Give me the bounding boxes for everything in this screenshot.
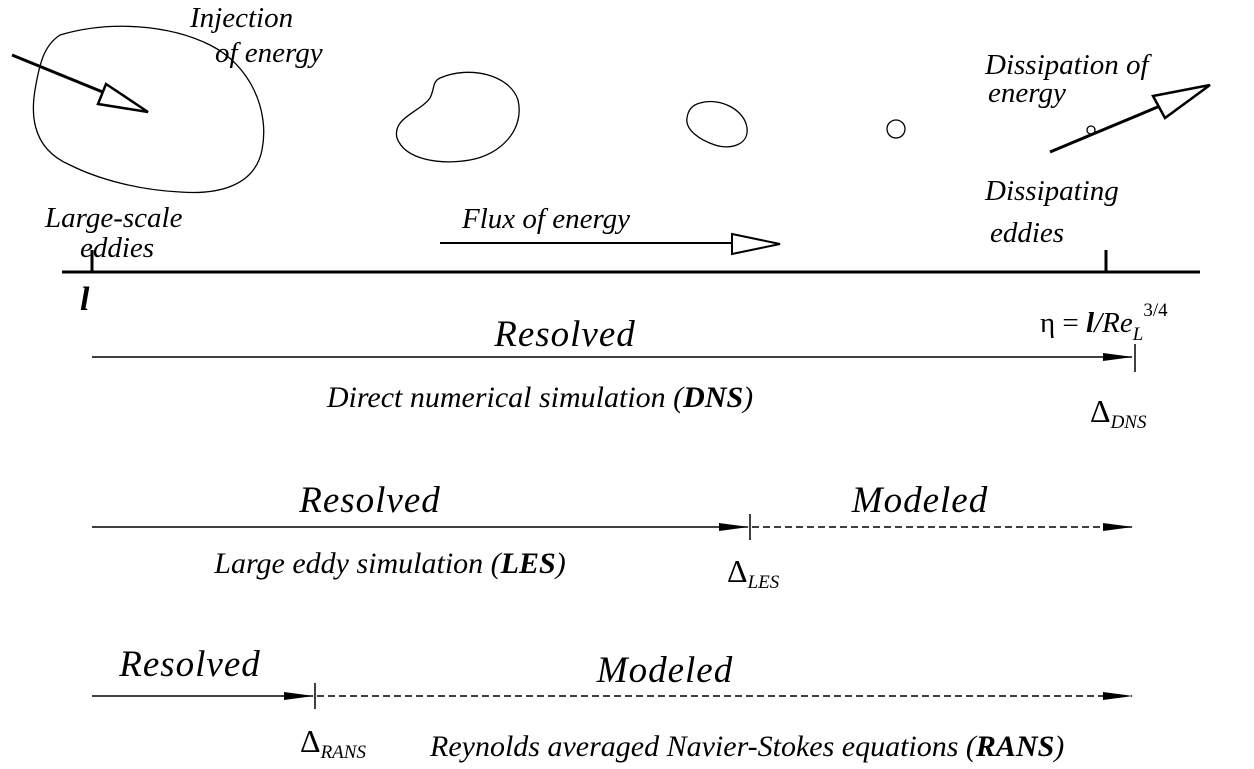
caption-text: )	[741, 381, 753, 414]
label: of energy	[215, 37, 323, 69]
label: Injection	[189, 2, 293, 34]
delta-sub: LES	[747, 572, 780, 593]
delta-symbol: Δ	[1090, 393, 1111, 429]
re: /Re	[1092, 307, 1133, 339]
label: eddies	[990, 217, 1064, 249]
small-eddy	[686, 101, 748, 148]
caption-abbr: DNS	[682, 381, 743, 414]
caption-text: )	[554, 547, 566, 580]
label: energy	[988, 77, 1066, 109]
injection-arrow	[11, 53, 111, 97]
l: l	[1086, 307, 1095, 339]
delta: ΔDNS	[1090, 393, 1147, 433]
caption-text: Reynolds averaged Navier-Stokes equation…	[429, 730, 978, 763]
label: Large-scale	[44, 202, 183, 234]
caption: Reynolds averaged Navier-Stokes equation…	[429, 730, 1064, 763]
flux-arrowhead	[731, 232, 781, 256]
modeled: Modeled	[596, 650, 733, 691]
medium-eddy	[395, 71, 520, 163]
caption-abbr: RANS	[975, 730, 1054, 763]
delta-sub: DNS	[1110, 412, 1147, 433]
sup: 3/4	[1143, 300, 1168, 321]
scale-start: l	[80, 281, 90, 318]
resolved: Resolved	[118, 644, 261, 685]
delta: ΔLES	[727, 553, 780, 593]
scale-end: η = l/ReL 3/4	[1040, 300, 1168, 345]
injection-arrowhead	[96, 82, 149, 114]
sub: L	[1132, 324, 1144, 345]
large-eddy	[32, 25, 265, 194]
modeled: Modeled	[851, 480, 988, 521]
caption-text: Large eddy simulation (	[213, 547, 502, 580]
caption-abbr: LES	[500, 547, 556, 580]
caption-text: )	[1052, 730, 1064, 763]
dissipation-arrow	[1049, 104, 1161, 154]
eta: η =	[1040, 307, 1086, 339]
caption-text: Direct numerical simulation (	[326, 381, 685, 414]
dissipation-arrowhead	[1151, 83, 1211, 120]
label: Dissipating	[984, 175, 1119, 207]
delta-sub: RANS	[320, 742, 367, 763]
caption: Direct numerical simulation (DNS)	[326, 381, 753, 414]
caption: Large eddy simulation (LES)	[213, 547, 565, 580]
label: Flux of energy	[461, 203, 630, 235]
delta-symbol: Δ	[727, 553, 748, 589]
tiny-eddy	[886, 119, 906, 139]
delta-symbol: Δ	[300, 723, 321, 759]
label: Dissipation of	[984, 49, 1152, 81]
resolved: Resolved	[298, 480, 441, 521]
resolved: Resolved	[493, 314, 636, 355]
delta: ΔRANS	[300, 723, 366, 763]
